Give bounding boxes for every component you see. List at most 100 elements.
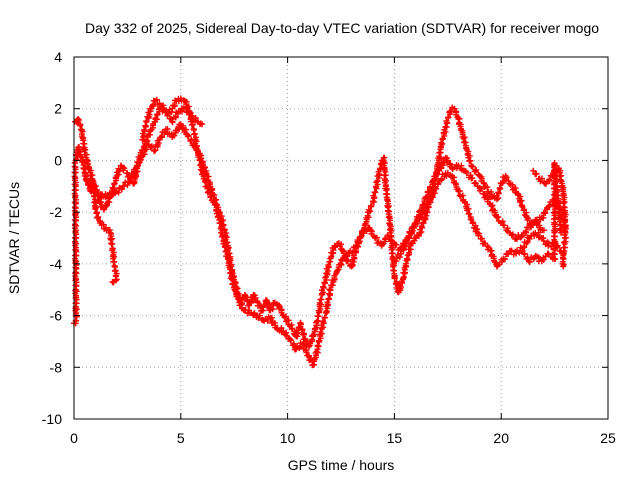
data-point: [453, 109, 460, 116]
data-point: [365, 214, 372, 221]
data-point: [179, 108, 186, 115]
data-point: [179, 125, 186, 132]
data-point: [552, 238, 559, 245]
data-point: [272, 322, 279, 329]
data-point: [296, 344, 303, 351]
data-point: [278, 307, 285, 314]
data-point: [435, 171, 442, 178]
data-point: [113, 276, 120, 283]
data-point: [283, 332, 290, 339]
data-point: [406, 235, 413, 242]
data-point: [540, 237, 547, 244]
data-point: [193, 143, 200, 150]
data-point: [428, 191, 435, 198]
data-point: [503, 174, 510, 181]
plot-frame: [73, 56, 609, 420]
data-point: [475, 230, 482, 237]
data-point: [223, 239, 230, 246]
data-point: [485, 196, 492, 203]
data-point: [518, 233, 525, 240]
x-tick-label: 20: [493, 430, 509, 446]
data-point: [264, 318, 271, 325]
data-point: [469, 175, 476, 182]
data-point: [560, 263, 567, 270]
data-point: [72, 192, 79, 199]
series-track-5: [391, 154, 569, 265]
data-point: [411, 223, 418, 230]
data-point: [383, 185, 390, 192]
data-point: [71, 204, 78, 211]
data-point: [131, 168, 138, 175]
data-point: [405, 251, 412, 258]
data-point: [283, 313, 290, 320]
series-track-3: [81, 104, 206, 201]
data-point: [109, 235, 116, 242]
series-track-7: [519, 160, 565, 265]
data-point: [496, 184, 503, 191]
data-point: [393, 241, 400, 248]
data-point: [327, 287, 334, 294]
data-point: [293, 346, 300, 353]
data-point: [552, 178, 559, 185]
data-point: [268, 314, 275, 321]
data-point: [310, 332, 317, 339]
data-point: [523, 229, 530, 236]
data-point: [357, 233, 364, 240]
y-tick-label: 4: [54, 49, 62, 65]
data-point: [189, 121, 196, 128]
data-point: [463, 170, 470, 177]
data-point: [466, 210, 473, 217]
x-axis-label: GPS time / hours: [288, 457, 395, 473]
data-point: [351, 254, 358, 261]
data-point: [164, 125, 171, 132]
data-point: [115, 189, 122, 196]
data-point: [386, 215, 393, 222]
data-point: [445, 114, 452, 121]
data-point: [161, 129, 168, 136]
chart-title: Day 332 of 2025, Sidereal Day-to-day VTE…: [85, 20, 599, 36]
data-point: [501, 222, 508, 229]
data-point: [108, 230, 115, 237]
data-point: [124, 182, 131, 189]
data-point: [108, 240, 115, 247]
data-point: [91, 193, 98, 200]
data-point: [196, 157, 203, 164]
data-point: [92, 205, 99, 212]
data-point: [498, 258, 505, 265]
data-point: [545, 250, 552, 257]
data-point: [402, 262, 409, 269]
data-point: [256, 312, 263, 319]
data-point: [400, 275, 407, 282]
data-point: [554, 192, 561, 199]
data-point: [533, 170, 540, 177]
data-point: [303, 347, 310, 354]
data-point: [368, 203, 375, 210]
y-tick-label: 2: [54, 101, 62, 117]
data-point: [72, 300, 79, 307]
y-tick-label: -6: [50, 308, 63, 324]
data-point: [396, 254, 403, 261]
data-point: [76, 121, 83, 128]
data-point: [220, 238, 227, 245]
data-point: [540, 256, 547, 263]
x-tick-label: 25: [600, 430, 616, 446]
data-point: [121, 182, 128, 189]
y-axis-label: SDTVAR / TECUs: [6, 182, 22, 294]
data-point: [393, 255, 400, 262]
data-point: [420, 219, 427, 226]
data-point: [329, 282, 336, 289]
data-point: [83, 175, 90, 182]
data-point: [185, 132, 192, 139]
data-point: [72, 305, 79, 312]
data-point: [172, 114, 179, 121]
data-point: [326, 258, 333, 265]
data-point: [443, 172, 450, 179]
data-point: [371, 189, 378, 196]
data-point: [424, 208, 431, 215]
x-tick-label: 0: [70, 430, 78, 446]
data-point: [551, 161, 558, 168]
data-point: [320, 319, 327, 326]
data-point: [306, 342, 313, 349]
data-point: [502, 256, 509, 263]
